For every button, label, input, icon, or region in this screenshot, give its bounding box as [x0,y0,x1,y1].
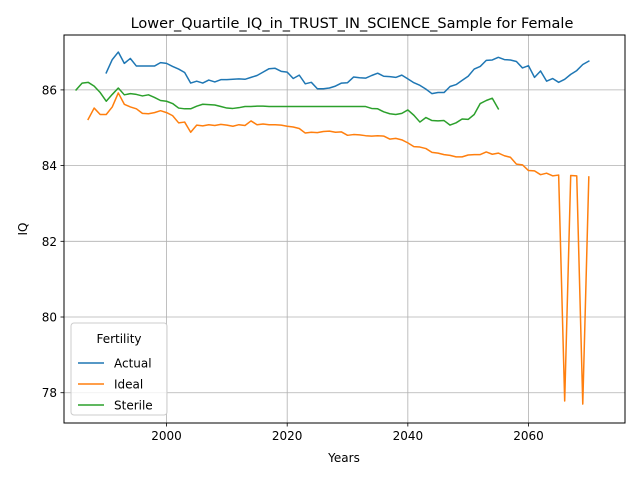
y-tick-label: 84 [42,159,57,173]
y-axis-label: IQ [16,223,30,236]
legend-label-sterile: Sterile [114,399,153,413]
y-tick-label: 78 [42,386,57,400]
y-tick-label: 82 [42,235,57,249]
legend: Fertility Actual Ideal Sterile [70,322,168,416]
legend-label-ideal: Ideal [114,378,143,392]
series-line-sterile [75,81,500,126]
series-lines [75,51,590,405]
legend-label-actual: Actual [114,357,152,371]
grid [64,35,625,423]
legend-box [70,322,168,416]
x-tick-label: 2000 [151,429,182,443]
x-axis: 2000 2020 2040 2060 [151,423,544,443]
y-tick-label: 80 [42,311,57,325]
x-tick-label: 2020 [272,429,303,443]
x-tick-label: 2040 [393,429,424,443]
plot-frame [63,34,626,424]
series-line-ideal [87,92,590,405]
y-tick-label: 86 [42,83,57,97]
legend-title: Fertility [96,332,141,346]
x-tick-label: 2060 [513,429,544,443]
series-line-actual [105,51,590,95]
x-axis-label: Years [327,451,360,465]
y-axis: 78 80 82 84 86 [42,83,64,400]
chart-title: Lower_Quartile_IQ_in_TRUST_IN_SCIENCE_Sa… [131,16,574,32]
